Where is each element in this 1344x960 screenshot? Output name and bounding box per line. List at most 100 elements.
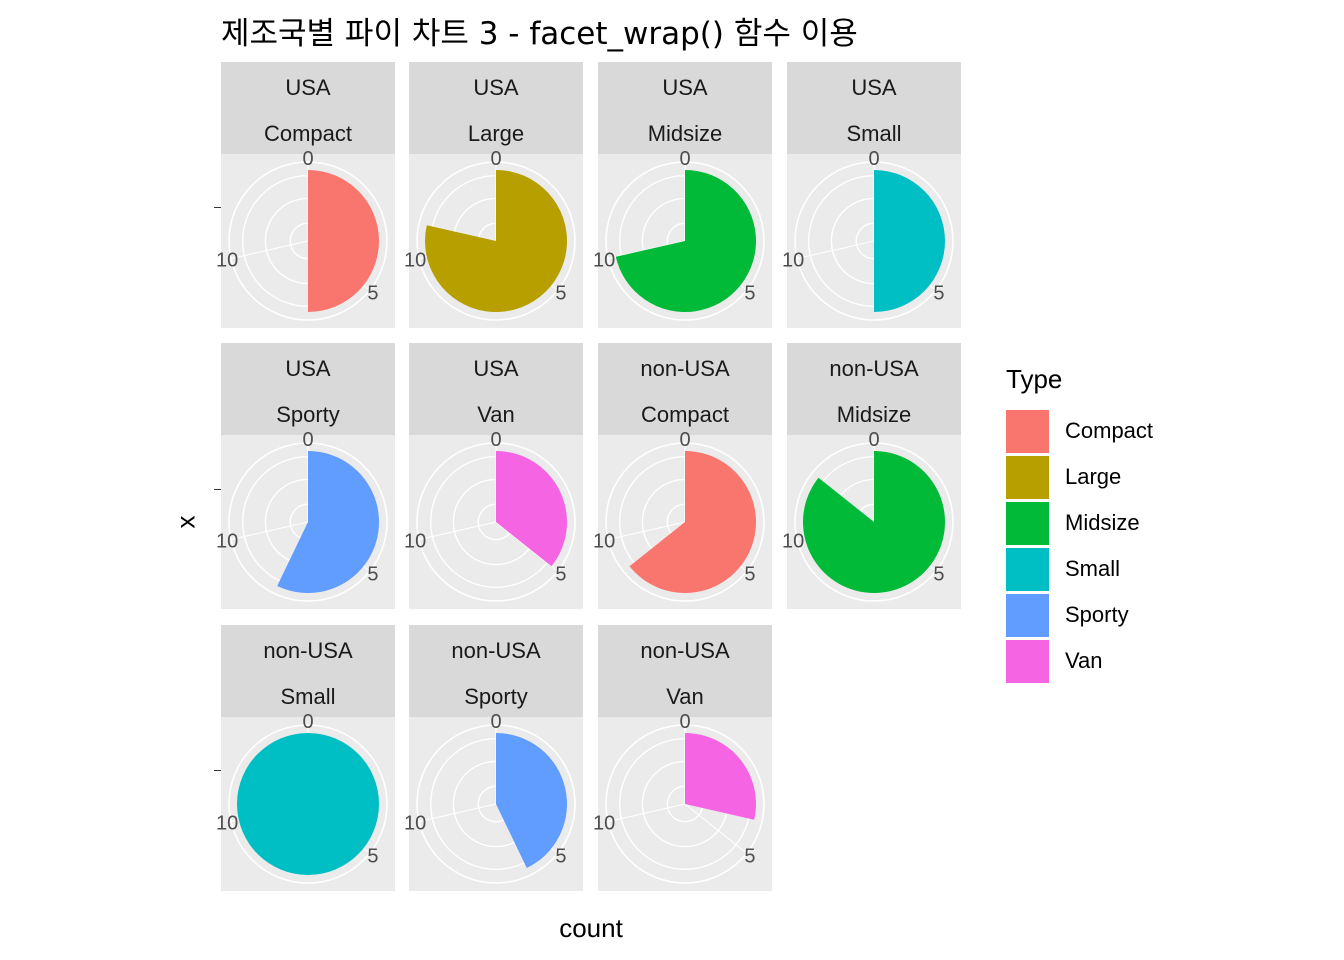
facet-strip-origin: non-USA	[451, 638, 541, 663]
theta-tick-label: 10	[593, 249, 615, 271]
legend-key	[1006, 455, 1049, 499]
theta-tick-label: 5	[744, 283, 755, 305]
facet-strip	[221, 62, 395, 154]
facet-strip-origin: non-USA	[829, 356, 919, 381]
theta-tick-label: 10	[593, 812, 615, 834]
facet-strip-origin: USA	[285, 75, 331, 100]
theta-tick-label: 5	[555, 564, 566, 586]
facet-strip-type: Sporty	[464, 684, 528, 709]
pie-slice	[874, 170, 945, 312]
theta-tick-label: 0	[302, 429, 313, 451]
facet-strip-type: Van	[666, 684, 704, 709]
legend-label: Large	[1065, 464, 1122, 489]
facet-strip	[598, 625, 772, 717]
theta-tick-label: 0	[490, 148, 501, 170]
legend-item: Midsize	[1006, 500, 1153, 546]
theta-tick-label: 0	[302, 711, 313, 733]
theta-tick-label: 10	[216, 530, 238, 552]
facet-strip-origin: non-USA	[263, 638, 353, 663]
facet-strip	[598, 343, 772, 435]
facet-strip	[409, 343, 583, 435]
facet-strip-origin: non-USA	[640, 356, 730, 381]
grid-spoke	[418, 803, 497, 823]
y-axis-label: x	[170, 515, 201, 529]
pie-slice	[237, 733, 379, 875]
grid-spoke	[607, 521, 686, 541]
legend-label: Sporty	[1065, 602, 1129, 627]
theta-tick-label: 5	[555, 283, 566, 305]
facet-strip-origin: USA	[851, 75, 897, 100]
grid-spoke	[796, 240, 875, 260]
theta-tick-label: 5	[744, 846, 755, 868]
legend-key	[1006, 639, 1049, 683]
legend-label: Small	[1065, 556, 1121, 581]
facet-strip-origin: USA	[285, 356, 331, 381]
legend: Type Compact Large Midsize Small Sporty Van	[1006, 364, 1153, 684]
theta-tick-label: 5	[367, 283, 378, 305]
legend-item: Van	[1006, 638, 1153, 684]
theta-tick-label: 0	[490, 429, 501, 451]
theta-tick-label: 0	[679, 148, 690, 170]
legend-item: Large	[1006, 454, 1153, 500]
facet-strip-origin: non-USA	[640, 638, 730, 663]
facet-strip	[409, 625, 583, 717]
legend-item: Small	[1006, 546, 1153, 592]
theta-tick-label: 10	[782, 249, 804, 271]
grid-spoke	[230, 521, 309, 541]
theta-tick-label: 5	[555, 846, 566, 868]
legend-label: Compact	[1065, 418, 1154, 443]
pie-slice	[803, 451, 946, 593]
facet-strip-type: Sporty	[276, 402, 340, 427]
grid-spoke	[418, 521, 497, 541]
facet-strip	[787, 62, 961, 154]
theta-tick-label: 10	[404, 249, 426, 271]
theta-tick-label: 0	[679, 429, 690, 451]
facet-strip-type: Small	[280, 684, 335, 709]
pie-slice	[629, 451, 756, 593]
theta-tick-label: 0	[868, 429, 879, 451]
pie-slice	[496, 451, 567, 567]
theta-tick-label: 10	[216, 249, 238, 271]
grid-spoke	[684, 803, 748, 854]
legend-key	[1006, 501, 1049, 545]
pie-slice	[308, 170, 379, 312]
theta-tick-label: 10	[404, 530, 426, 552]
theta-tick-label: 10	[593, 530, 615, 552]
facet-strip-type: Compact	[264, 121, 352, 146]
theta-tick-label: 5	[367, 564, 378, 586]
legend-key	[1006, 547, 1049, 591]
facet-strip	[787, 343, 961, 435]
grid-spoke	[230, 240, 309, 260]
facet-strip-type: Compact	[641, 402, 729, 427]
legend-label: Midsize	[1065, 510, 1140, 535]
facet-strip-origin: USA	[473, 75, 519, 100]
facet-strip-type: Small	[846, 121, 901, 146]
legend-items: Compact Large Midsize Small Sporty Van	[1006, 408, 1153, 684]
legend-label: Van	[1065, 648, 1103, 673]
theta-tick-label: 10	[782, 530, 804, 552]
theta-tick-label: 10	[216, 812, 238, 834]
facet-strip-type: Van	[477, 402, 515, 427]
facet-strip	[409, 62, 583, 154]
theta-tick-label: 5	[933, 564, 944, 586]
y-axis-tick	[214, 207, 221, 208]
facet-strip-type: Midsize	[837, 402, 912, 427]
x-axis-label: count	[559, 913, 623, 943]
y-axis-tick	[214, 489, 221, 490]
theta-tick-label: 0	[679, 711, 690, 733]
facet-strip-type: Midsize	[648, 121, 723, 146]
theta-tick-label: 10	[404, 812, 426, 834]
pie-slice	[685, 733, 756, 820]
theta-tick-label: 5	[933, 283, 944, 305]
legend-key	[1006, 409, 1049, 453]
theta-tick-label: 5	[367, 846, 378, 868]
